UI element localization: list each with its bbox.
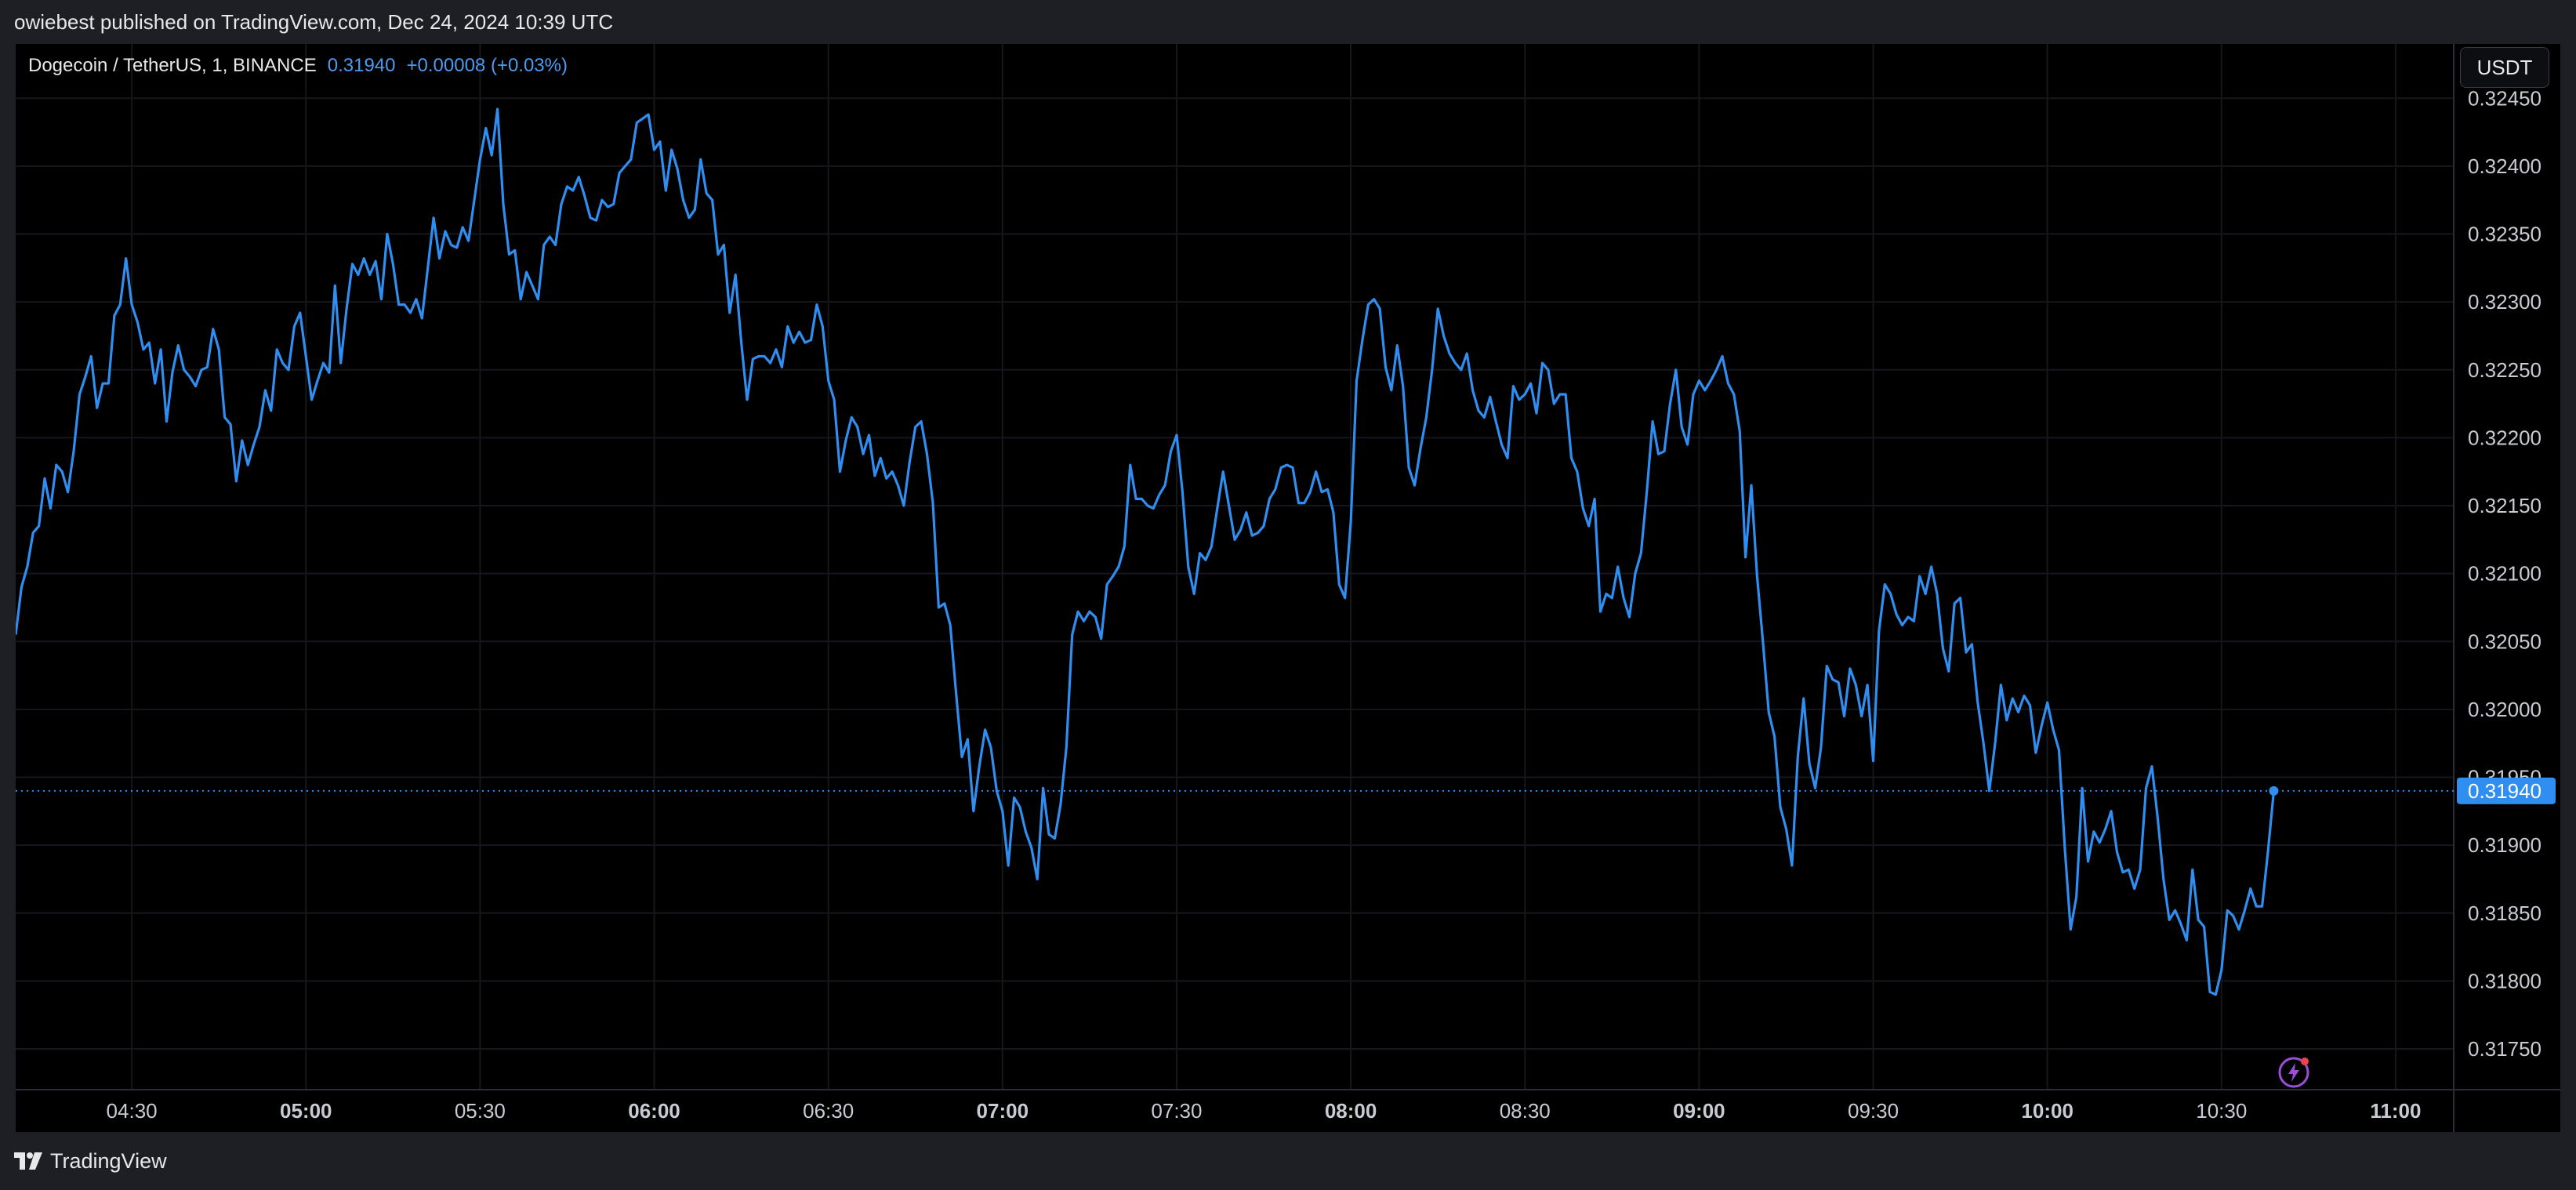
flash-alert-icon[interactable] <box>2277 1054 2312 1088</box>
brand-name: TradingView <box>50 1148 167 1173</box>
y-tick-label: 0.32300 <box>2468 290 2542 314</box>
last-point-marker <box>2269 785 2279 796</box>
x-tick-label: 09:30 <box>1848 1099 1899 1123</box>
x-tick-label: 05:00 <box>280 1099 332 1123</box>
x-tick-label: 06:00 <box>628 1099 680 1123</box>
x-tick-label: 10:30 <box>2196 1099 2247 1123</box>
x-tick-label: 07:00 <box>977 1099 1029 1123</box>
last-price-badge <box>2457 777 2556 804</box>
y-tick-label: 0.32000 <box>2468 698 2542 721</box>
publisher-info: owiebest published on TradingView.com, D… <box>0 0 2576 44</box>
legend-change: +0.00008 (+0.03%) <box>406 55 568 76</box>
x-tick-label: 08:30 <box>1500 1099 1551 1123</box>
x-tick-label: 05:30 <box>455 1099 506 1123</box>
tradingview-logo-icon <box>14 1152 42 1170</box>
symbol-legend: Dogecoin / TetherUS, 1, BINANCE 0.31940 … <box>28 55 568 77</box>
x-tick-label: 06:30 <box>803 1099 854 1123</box>
published-text: owiebest published on TradingView.com, D… <box>14 9 614 34</box>
y-tick-label: 0.32200 <box>2468 426 2542 449</box>
y-tick-label: 0.32400 <box>2468 154 2542 178</box>
x-tick-label: 10:00 <box>2021 1099 2073 1123</box>
x-tick-label: 07:30 <box>1151 1099 1202 1123</box>
price-line <box>16 107 2276 996</box>
currency-button[interactable]: USDT <box>2460 47 2549 88</box>
tradingview-brand[interactable]: TradingView <box>14 1149 167 1174</box>
legend-price: 0.31940 <box>327 55 396 76</box>
y-tick-label: 0.31850 <box>2468 902 2542 925</box>
x-tick-label: 04:30 <box>107 1099 158 1123</box>
y-tick-label: 0.32150 <box>2468 494 2542 517</box>
y-tick-label: 0.31800 <box>2468 969 2542 992</box>
footer: TradingView <box>0 1132 2576 1190</box>
symbol-name: Dogecoin / TetherUS, 1, BINANCE <box>28 55 317 76</box>
y-tick-label: 0.32100 <box>2468 562 2542 586</box>
price-chart[interactable]: 0.32450 0.32400 0.32350 0.32300 0.32250 0.322… <box>16 44 2560 1132</box>
y-tick-label: 0.31900 <box>2468 833 2542 857</box>
chart-panel[interactable]: Dogecoin / TetherUS, 1, BINANCE 0.31940 … <box>16 44 2560 1132</box>
x-tick-label: 11:00 <box>2370 1099 2421 1123</box>
y-tick-label: 0.32250 <box>2468 358 2542 382</box>
y-tick-label: 0.32450 <box>2468 86 2542 110</box>
y-tick-label: 0.32050 <box>2468 629 2542 653</box>
y-tick-label: 0.32350 <box>2468 223 2542 246</box>
x-tick-label: 08:00 <box>1325 1099 1377 1123</box>
last-price-label: 0.31940 <box>2468 779 2542 803</box>
y-tick-label: 0.31750 <box>2468 1037 2542 1061</box>
x-tick-label: 09:00 <box>1673 1099 1725 1123</box>
